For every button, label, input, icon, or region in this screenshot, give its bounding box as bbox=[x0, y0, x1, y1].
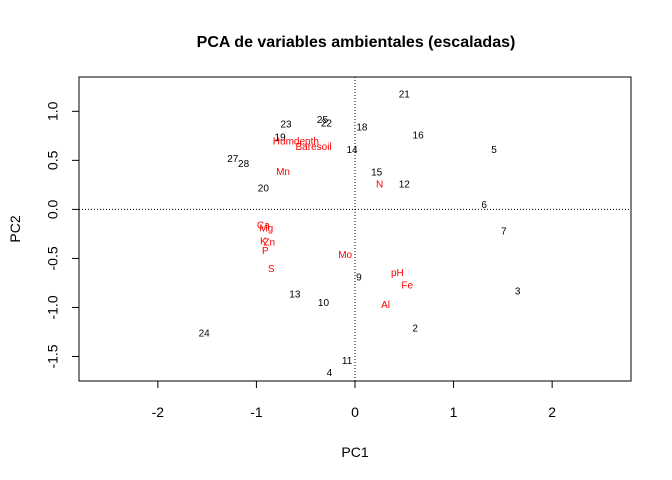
site-point-label: 21 bbox=[399, 89, 411, 100]
chart-title: PCA de variables ambientales (escaladas) bbox=[197, 34, 516, 51]
reference-lines bbox=[79, 77, 631, 381]
y-tick-label: -0.5 bbox=[45, 246, 61, 270]
variable-point-label: P bbox=[262, 246, 269, 257]
variable-point-label: Mg bbox=[259, 224, 273, 235]
site-point-label: 2 bbox=[412, 324, 418, 335]
variable-point-label: N bbox=[376, 180, 383, 191]
site-point-label: 14 bbox=[346, 145, 358, 156]
site-point-label: 18 bbox=[356, 123, 368, 134]
x-axis-label: PC1 bbox=[341, 444, 368, 460]
site-point-label: 27 bbox=[227, 154, 239, 165]
site-point-label: 3 bbox=[515, 286, 521, 297]
variable-point-label: Mn bbox=[276, 167, 290, 178]
variable-point-label: K bbox=[260, 236, 267, 247]
site-point-label: 22 bbox=[321, 119, 333, 130]
variable-point-label: Mo bbox=[338, 250, 352, 261]
variable-point-label: Ca bbox=[257, 221, 270, 232]
x-tick-label: 1 bbox=[450, 404, 458, 420]
y-tick-label: 1.0 bbox=[45, 101, 61, 121]
y-tick-label: -1.5 bbox=[45, 344, 61, 368]
x-tick-label: 2 bbox=[548, 404, 556, 420]
site-point-label: 19 bbox=[275, 132, 287, 143]
variable-point-label: pH bbox=[391, 268, 404, 279]
y-tick-label: -1.0 bbox=[45, 295, 61, 319]
site-point-label: 6 bbox=[481, 200, 487, 211]
site-point-label: 23 bbox=[280, 120, 292, 131]
site-point-label: 11 bbox=[342, 356, 353, 367]
y-axis-label: PC2 bbox=[7, 215, 23, 242]
variable-point-label: Fe bbox=[401, 281, 413, 292]
site-point-label: 20 bbox=[258, 183, 270, 194]
site-point-label: 4 bbox=[327, 368, 333, 379]
variable-point-label: Zn bbox=[263, 237, 275, 248]
variable-point-label: Al bbox=[381, 300, 390, 311]
site-point-label: 24 bbox=[199, 329, 211, 340]
y-tick-label: 0.5 bbox=[45, 150, 61, 170]
x-axis: -2 -1 0 1 2 bbox=[152, 380, 556, 420]
site-point-label: 28 bbox=[238, 159, 250, 170]
site-point-label: 13 bbox=[289, 289, 301, 300]
x-tick-label: -2 bbox=[152, 404, 165, 420]
site-point-label: 12 bbox=[399, 180, 411, 191]
variable-point-label: Baresoil bbox=[296, 142, 332, 153]
site-point-label: 9 bbox=[356, 273, 362, 284]
site-point-label: 25 bbox=[317, 115, 329, 126]
site-point-label: 16 bbox=[413, 130, 425, 141]
site-point-label: 15 bbox=[371, 168, 383, 179]
site-point-label: 10 bbox=[318, 298, 330, 309]
site-point-label: 7 bbox=[501, 227, 507, 238]
y-tick-label: 0.0 bbox=[45, 199, 61, 219]
variable-point-label: Humdepth bbox=[273, 136, 319, 147]
x-tick-label: -1 bbox=[250, 404, 263, 420]
variable-point-label: S bbox=[268, 264, 275, 275]
y-axis: -1.5 -1.0 -0.5 0.0 0.5 1.0 bbox=[45, 101, 80, 369]
site-point-label: 5 bbox=[491, 145, 497, 156]
x-tick-label: 0 bbox=[351, 404, 359, 420]
